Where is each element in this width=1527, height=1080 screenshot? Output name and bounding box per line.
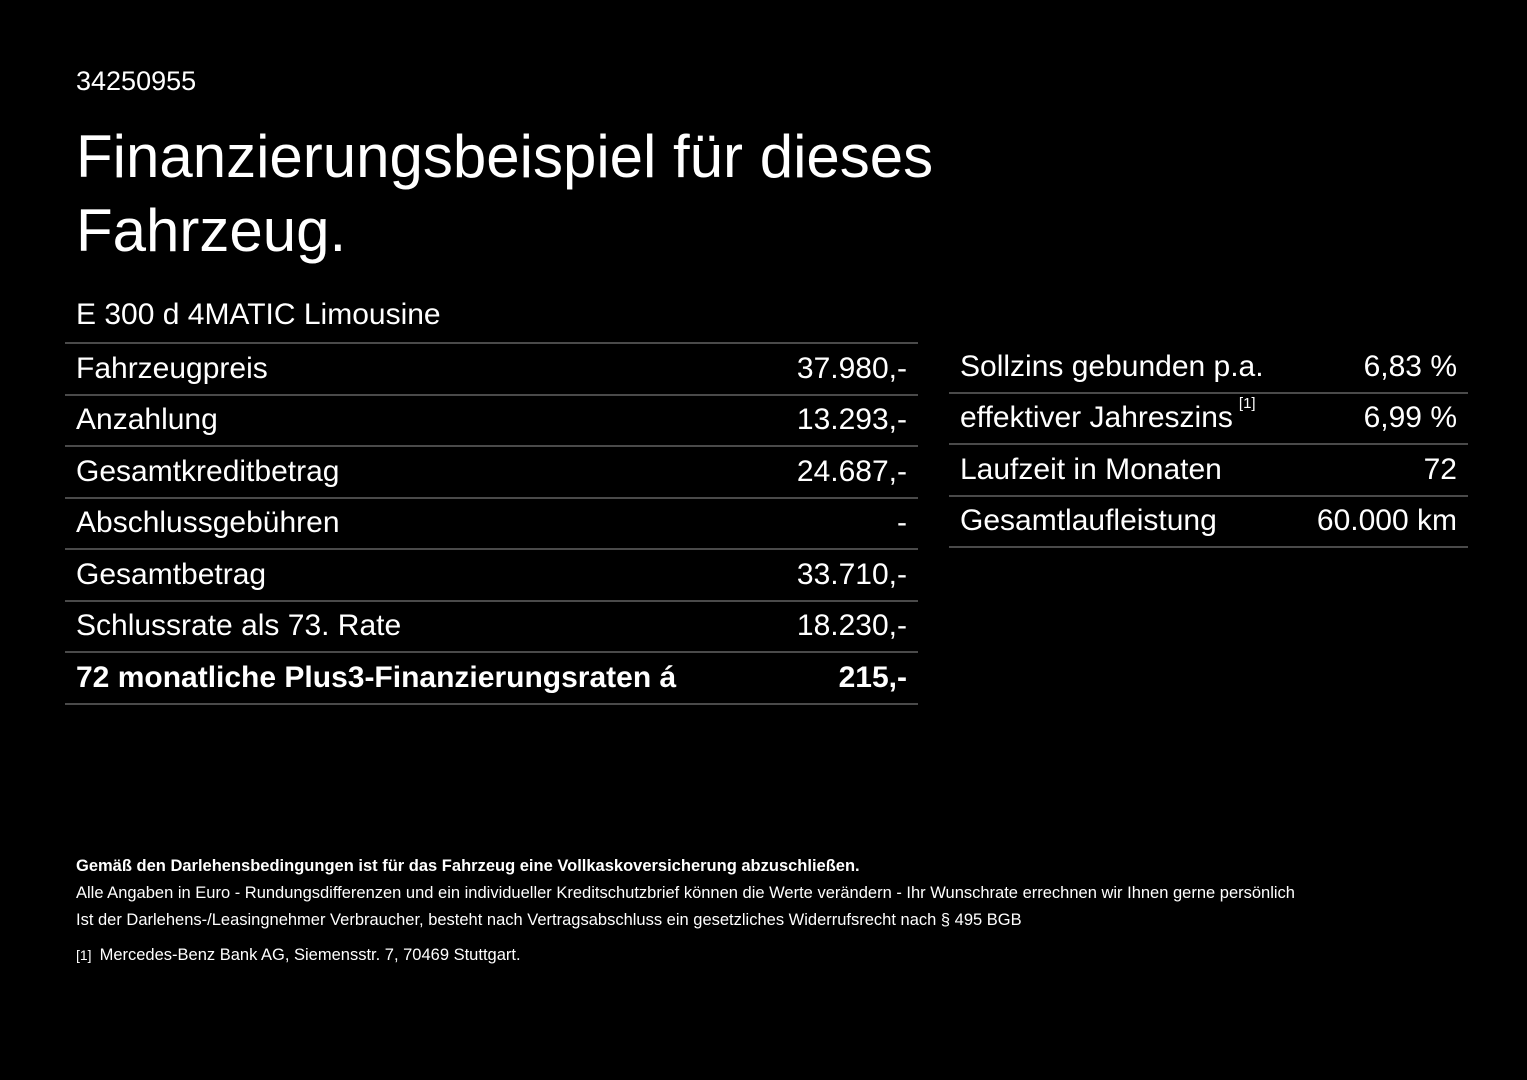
row-label: 72 monatliche Plus3-Finanzierungsraten á xyxy=(76,660,677,694)
row-value: 215,- xyxy=(838,660,907,694)
row-value: 13.293,- xyxy=(796,403,907,437)
note-line: Alle Angaben in Euro - Rundungsdifferenz… xyxy=(76,884,1295,902)
table-row: effektiver Jahreszins [1] 6,99 % xyxy=(949,394,1468,445)
row-value: 6,83 % xyxy=(1363,349,1457,383)
table-row: Anzahlung 13.293,- xyxy=(65,396,918,447)
vehicle-model: E 300 d 4MATIC Limousine xyxy=(76,298,441,331)
row-value: 6,99 % xyxy=(1363,401,1457,435)
table-row: Laufzeit in Monaten 72 xyxy=(949,445,1468,497)
footnote-text: Mercedes-Benz Bank AG, Siemensstr. 7, 70… xyxy=(99,946,521,964)
interest-table: Sollzins gebunden p.a. 6,83 % effektiver … xyxy=(949,342,1468,548)
row-value: 37.980,- xyxy=(796,351,907,385)
row-label: Gesamtbetrag xyxy=(76,557,267,591)
row-value: 18.230,- xyxy=(796,609,907,643)
row-label: Schlussrate als 73. Rate xyxy=(76,609,402,643)
row-label: Gesamtlaufleistung xyxy=(960,504,1217,538)
monthly-rate-row: 72 monatliche Plus3-Finanzierungsraten á… xyxy=(65,653,918,705)
table-row: Fahrzeugpreis 37.980,- xyxy=(65,344,918,396)
table-row: Abschlussgebühren - xyxy=(65,499,918,550)
footnote: [1] Mercedes-Benz Bank AG, Siemensstr. 7,… xyxy=(76,942,1496,969)
table-row: Schlussrate als 73. Rate 18.230,- xyxy=(65,602,918,653)
insurance-note: Gemäß den Darlehensbedingungen ist für d… xyxy=(76,857,860,875)
row-label: Sollzins gebunden p.a. xyxy=(960,349,1264,383)
table-row: Gesamtkreditbetrag 24.687,- xyxy=(65,447,918,499)
footnote-ref: [1] xyxy=(1238,395,1256,413)
row-label: Gesamtkreditbetrag xyxy=(76,454,340,488)
offer-id: 34250955 xyxy=(76,66,197,96)
row-label: Fahrzeugpreis xyxy=(76,351,268,385)
table-row: Sollzins gebunden p.a. 6,83 % xyxy=(949,342,1468,394)
row-value: 24.687,- xyxy=(796,454,907,488)
row-value: 72 xyxy=(1423,452,1457,486)
page-title: Finanzierungsbeispiel für dieses Fahrzeu… xyxy=(76,123,934,264)
row-value: - xyxy=(897,506,907,540)
table-row: Gesamtlaufleistung 60.000 km xyxy=(949,497,1468,548)
table-row: Gesamtbetrag 33.710,- xyxy=(65,550,918,602)
row-value: 33.710,- xyxy=(796,557,907,591)
row-label: effektiver Jahreszins xyxy=(960,401,1233,435)
legal-notes: Gemäß den Darlehensbedingungen ist für d… xyxy=(76,853,1496,969)
note-line: Ist der Darlehens-/Leasingnehmer Verbrau… xyxy=(76,911,1022,929)
row-label: Anzahlung xyxy=(76,403,218,437)
footnote-mark: [1] xyxy=(76,947,92,963)
row-label: Abschlussgebühren xyxy=(76,506,340,540)
row-label: Laufzeit in Monaten xyxy=(960,452,1222,486)
financing-table: Fahrzeugpreis 37.980,- Anzahlung 13.293,- … xyxy=(65,342,918,705)
row-value: 60.000 km xyxy=(1316,504,1457,538)
